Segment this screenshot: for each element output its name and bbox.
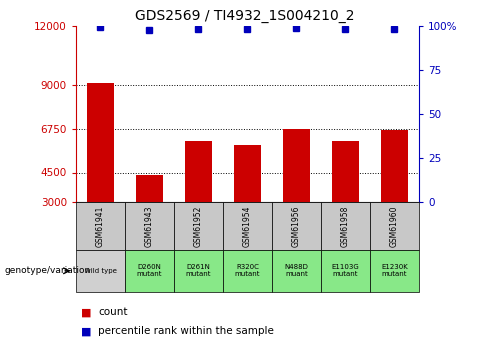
- Text: count: count: [98, 307, 127, 317]
- Bar: [136, 175, 163, 202]
- Text: GSM61958: GSM61958: [341, 205, 350, 247]
- Text: ■: ■: [81, 307, 91, 317]
- Bar: [381, 130, 408, 202]
- Text: GSM61941: GSM61941: [96, 205, 105, 247]
- Text: E1230K
mutant: E1230K mutant: [381, 264, 408, 277]
- Bar: [234, 145, 261, 202]
- Bar: [332, 141, 359, 202]
- Text: GSM61960: GSM61960: [390, 205, 399, 247]
- Text: E1103G
mutant: E1103G mutant: [332, 264, 359, 277]
- Bar: [87, 82, 114, 202]
- Text: GSM61954: GSM61954: [243, 205, 252, 247]
- Text: D260N
mutant: D260N mutant: [137, 264, 162, 277]
- Text: genotype/variation: genotype/variation: [5, 266, 91, 275]
- Text: wild type: wild type: [84, 268, 117, 274]
- Text: D261N
mutant: D261N mutant: [186, 264, 211, 277]
- Text: GSM61956: GSM61956: [292, 205, 301, 247]
- Bar: [283, 129, 310, 202]
- Text: percentile rank within the sample: percentile rank within the sample: [98, 326, 274, 336]
- Text: R320C
mutant: R320C mutant: [235, 264, 260, 277]
- Bar: [185, 141, 212, 202]
- Text: GDS2569 / TI4932_1S004210_2: GDS2569 / TI4932_1S004210_2: [135, 9, 355, 23]
- Text: GSM61952: GSM61952: [194, 205, 203, 247]
- Text: ■: ■: [81, 326, 91, 336]
- Text: GSM61943: GSM61943: [145, 205, 154, 247]
- Text: N488D
muant: N488D muant: [285, 264, 308, 277]
